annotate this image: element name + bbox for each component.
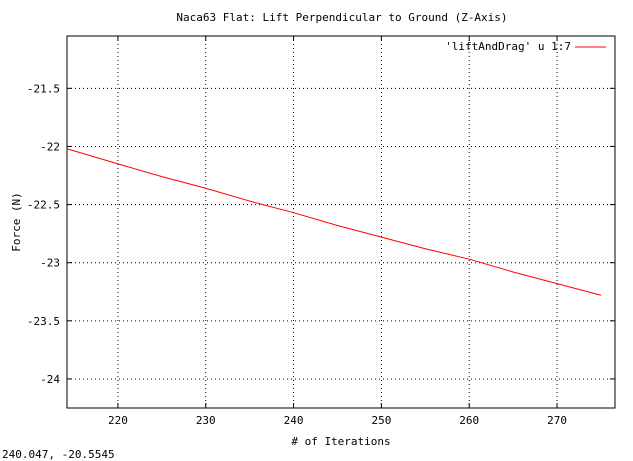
mouse-coordinate-readout: 240.047, -20.5545 [2, 448, 115, 461]
series-line [66, 148, 602, 296]
x-axis-ticks: 220 230 240 250 260 270 [108, 36, 567, 427]
x-tick-label: 240 [284, 414, 304, 427]
x-tick-label: 250 [371, 414, 391, 427]
y-axis-label: Force (N) [10, 192, 23, 252]
x-tick-label: 270 [547, 414, 567, 427]
x-tick-label: 220 [108, 414, 128, 427]
y-tick-label: -22 [40, 140, 60, 153]
x-axis-label: # of Iterations [291, 435, 390, 448]
x-tick-label: 260 [459, 414, 479, 427]
y-tick-label: -23.5 [27, 315, 60, 328]
legend-label: 'liftAndDrag' u 1:7 [445, 40, 571, 53]
y-tick-label: -24 [40, 373, 60, 386]
x-tick-label: 230 [196, 414, 216, 427]
grid-lines [67, 36, 615, 408]
legend: 'liftAndDrag' u 1:7 [445, 40, 606, 53]
chart-title: Naca63 Flat: Lift Perpendicular to Groun… [176, 11, 507, 24]
series-layer [66, 148, 602, 296]
y-tick-label: -21.5 [27, 82, 60, 95]
y-axis-ticks: -21.5 -22 -22.5 -23 -23.5 -24 [27, 82, 615, 386]
y-tick-label: -23 [40, 257, 60, 270]
plot-frame [66, 35, 616, 409]
y-tick-label: -22.5 [27, 199, 60, 212]
